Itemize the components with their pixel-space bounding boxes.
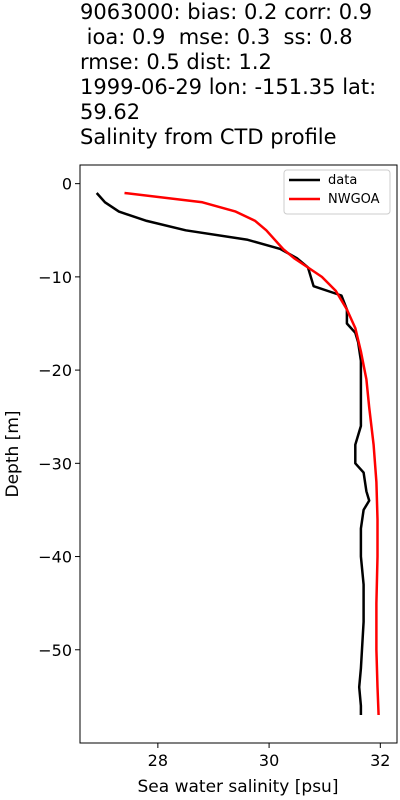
legend: data NWGOA bbox=[283, 169, 391, 215]
x-tick-label: 30 bbox=[259, 751, 279, 770]
y-tick-label: −20 bbox=[38, 361, 72, 380]
x-tick-label: 28 bbox=[148, 751, 168, 770]
legend-label-nwgoa: NWGOA bbox=[328, 192, 380, 207]
title-line-1: 9063000: bias: 0.2 corr: 0.9 bbox=[80, 0, 373, 24]
plot-area-frame bbox=[79, 164, 398, 744]
x-tick-label: 32 bbox=[370, 751, 390, 770]
title-line-5: 59.62 bbox=[80, 100, 141, 124]
y-tick-label: −40 bbox=[38, 548, 72, 567]
y-tick-label: 0 bbox=[62, 175, 72, 194]
y-tick-label: −50 bbox=[38, 641, 72, 660]
x-axis-label: Sea water salinity [psu] bbox=[138, 777, 339, 797]
series-line-nwgoa bbox=[124, 191, 380, 716]
y-tick-label: −30 bbox=[38, 454, 72, 473]
legend-label-data: data bbox=[328, 173, 357, 188]
title-line-2: ioa: 0.9 mse: 0.3 ss: 0.8 bbox=[80, 25, 353, 49]
series-line-data bbox=[95, 192, 371, 715]
title-line-3: rmse: 0.5 dist: 1.2 bbox=[80, 50, 272, 74]
y-tick-label: −10 bbox=[38, 268, 72, 287]
title-line-6: Salinity from CTD profile bbox=[80, 125, 337, 149]
title-line-4: 1999-06-29 lon: -151.35 lat: bbox=[80, 75, 377, 99]
y-axis-label: Depth [m] bbox=[3, 410, 23, 497]
chart-title-block: 9063000: bias: 0.2 corr: 0.9 ioa: 0.9 ms… bbox=[80, 0, 398, 150]
